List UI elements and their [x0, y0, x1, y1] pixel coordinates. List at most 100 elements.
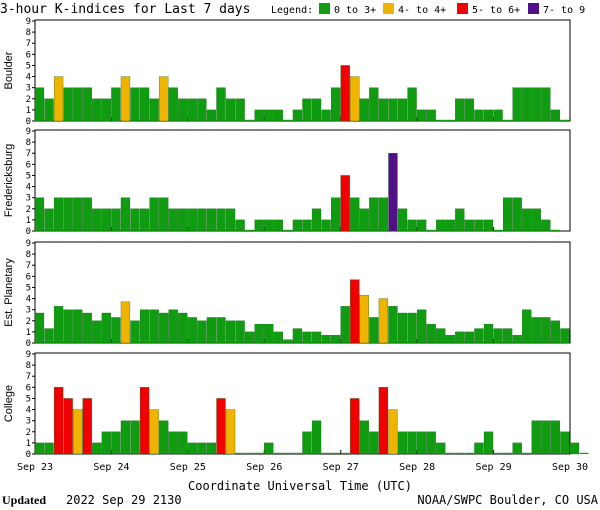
bar	[120, 197, 131, 232]
bar	[111, 431, 121, 455]
bar	[159, 76, 169, 122]
bar	[531, 317, 541, 344]
bar	[73, 409, 83, 455]
bar	[44, 98, 54, 122]
bar	[503, 119, 513, 121]
bar	[426, 431, 436, 455]
station-label: Est. Planetary	[3, 258, 15, 327]
bar	[273, 219, 283, 232]
bar	[483, 323, 494, 344]
bar	[483, 431, 494, 455]
bar	[187, 442, 197, 455]
bar	[350, 76, 360, 122]
bar	[502, 197, 513, 232]
bar	[53, 387, 64, 455]
bar	[187, 317, 197, 344]
y-tick-label: 1	[26, 216, 31, 226]
y-tick-label: 3	[26, 306, 31, 316]
bar	[464, 219, 475, 232]
bar	[302, 331, 312, 344]
bar	[245, 229, 255, 231]
bar	[350, 279, 360, 344]
bar	[369, 431, 379, 455]
bar	[168, 309, 178, 344]
bar	[436, 442, 446, 455]
bar	[569, 442, 580, 455]
bar	[493, 328, 503, 344]
bar	[331, 452, 341, 454]
bar	[397, 98, 408, 122]
y-tick-label: 1	[26, 106, 31, 116]
bar	[120, 301, 131, 344]
bar	[206, 317, 217, 344]
y-tick-label: 6	[26, 50, 31, 60]
bar	[139, 387, 150, 455]
x-tick-label: Sep 29	[476, 462, 512, 473]
y-tick-label: 1	[26, 439, 31, 449]
bar	[378, 298, 389, 344]
bar	[512, 87, 522, 122]
bar	[483, 109, 494, 122]
bar	[111, 87, 121, 122]
y-tick-label: 4	[26, 183, 31, 193]
y-tick-label: 6	[26, 272, 31, 282]
bar	[321, 219, 331, 232]
bar	[560, 119, 570, 121]
y-tick-label: 3	[26, 84, 31, 94]
legend-swatch-2	[383, 3, 394, 14]
y-tick-label: 8	[26, 28, 31, 38]
x-tick-label: Sep 23	[17, 462, 53, 473]
bar	[531, 208, 541, 232]
bar	[426, 109, 436, 122]
y-tick-label: 0	[26, 339, 31, 349]
bar	[82, 87, 92, 122]
legend-swatch-3	[457, 3, 468, 14]
bar	[311, 420, 322, 455]
bar	[149, 197, 159, 232]
bar	[273, 109, 283, 122]
y-tick-label: 9	[26, 127, 31, 137]
bar	[273, 452, 283, 454]
bar	[225, 98, 236, 122]
bar	[531, 420, 541, 455]
bar	[311, 98, 322, 122]
bar	[139, 309, 150, 344]
bar	[63, 87, 73, 122]
bar	[388, 153, 398, 232]
x-tick-label: Sep 25	[170, 462, 206, 473]
bar	[130, 208, 140, 232]
chart-title: 3-hour K-indices for Last 7 days	[0, 2, 250, 17]
y-tick-label: 9	[26, 350, 31, 360]
bar	[197, 320, 207, 344]
bar	[159, 312, 169, 344]
y-tick-label: 7	[26, 372, 31, 382]
station-label: Fredericksburg	[3, 144, 15, 217]
bar	[512, 335, 522, 344]
bar	[235, 320, 245, 344]
bar	[44, 442, 54, 455]
y-tick-label: 5	[26, 394, 31, 404]
bar	[168, 208, 178, 232]
legend-entry-2: 4- to 4+	[398, 5, 446, 16]
bar	[397, 312, 408, 344]
bar	[474, 442, 484, 455]
x-tick-label: Sep 26	[246, 462, 282, 473]
bar	[168, 431, 178, 455]
bar	[464, 331, 475, 344]
y-tick-label: 4	[26, 73, 31, 83]
bar	[216, 398, 226, 455]
bar	[407, 312, 417, 344]
bar	[73, 309, 83, 344]
bar	[235, 219, 245, 232]
bar	[321, 335, 331, 344]
footer: Updated 2022 Sep 29 2130 NOAA/SWPC Bould…	[2, 493, 599, 507]
bar	[53, 197, 64, 232]
bar	[369, 87, 379, 122]
bar	[130, 320, 140, 344]
bar	[512, 197, 522, 232]
bar	[292, 219, 303, 232]
bar	[493, 452, 503, 454]
y-tick-label: 8	[26, 138, 31, 148]
bar	[436, 328, 446, 344]
